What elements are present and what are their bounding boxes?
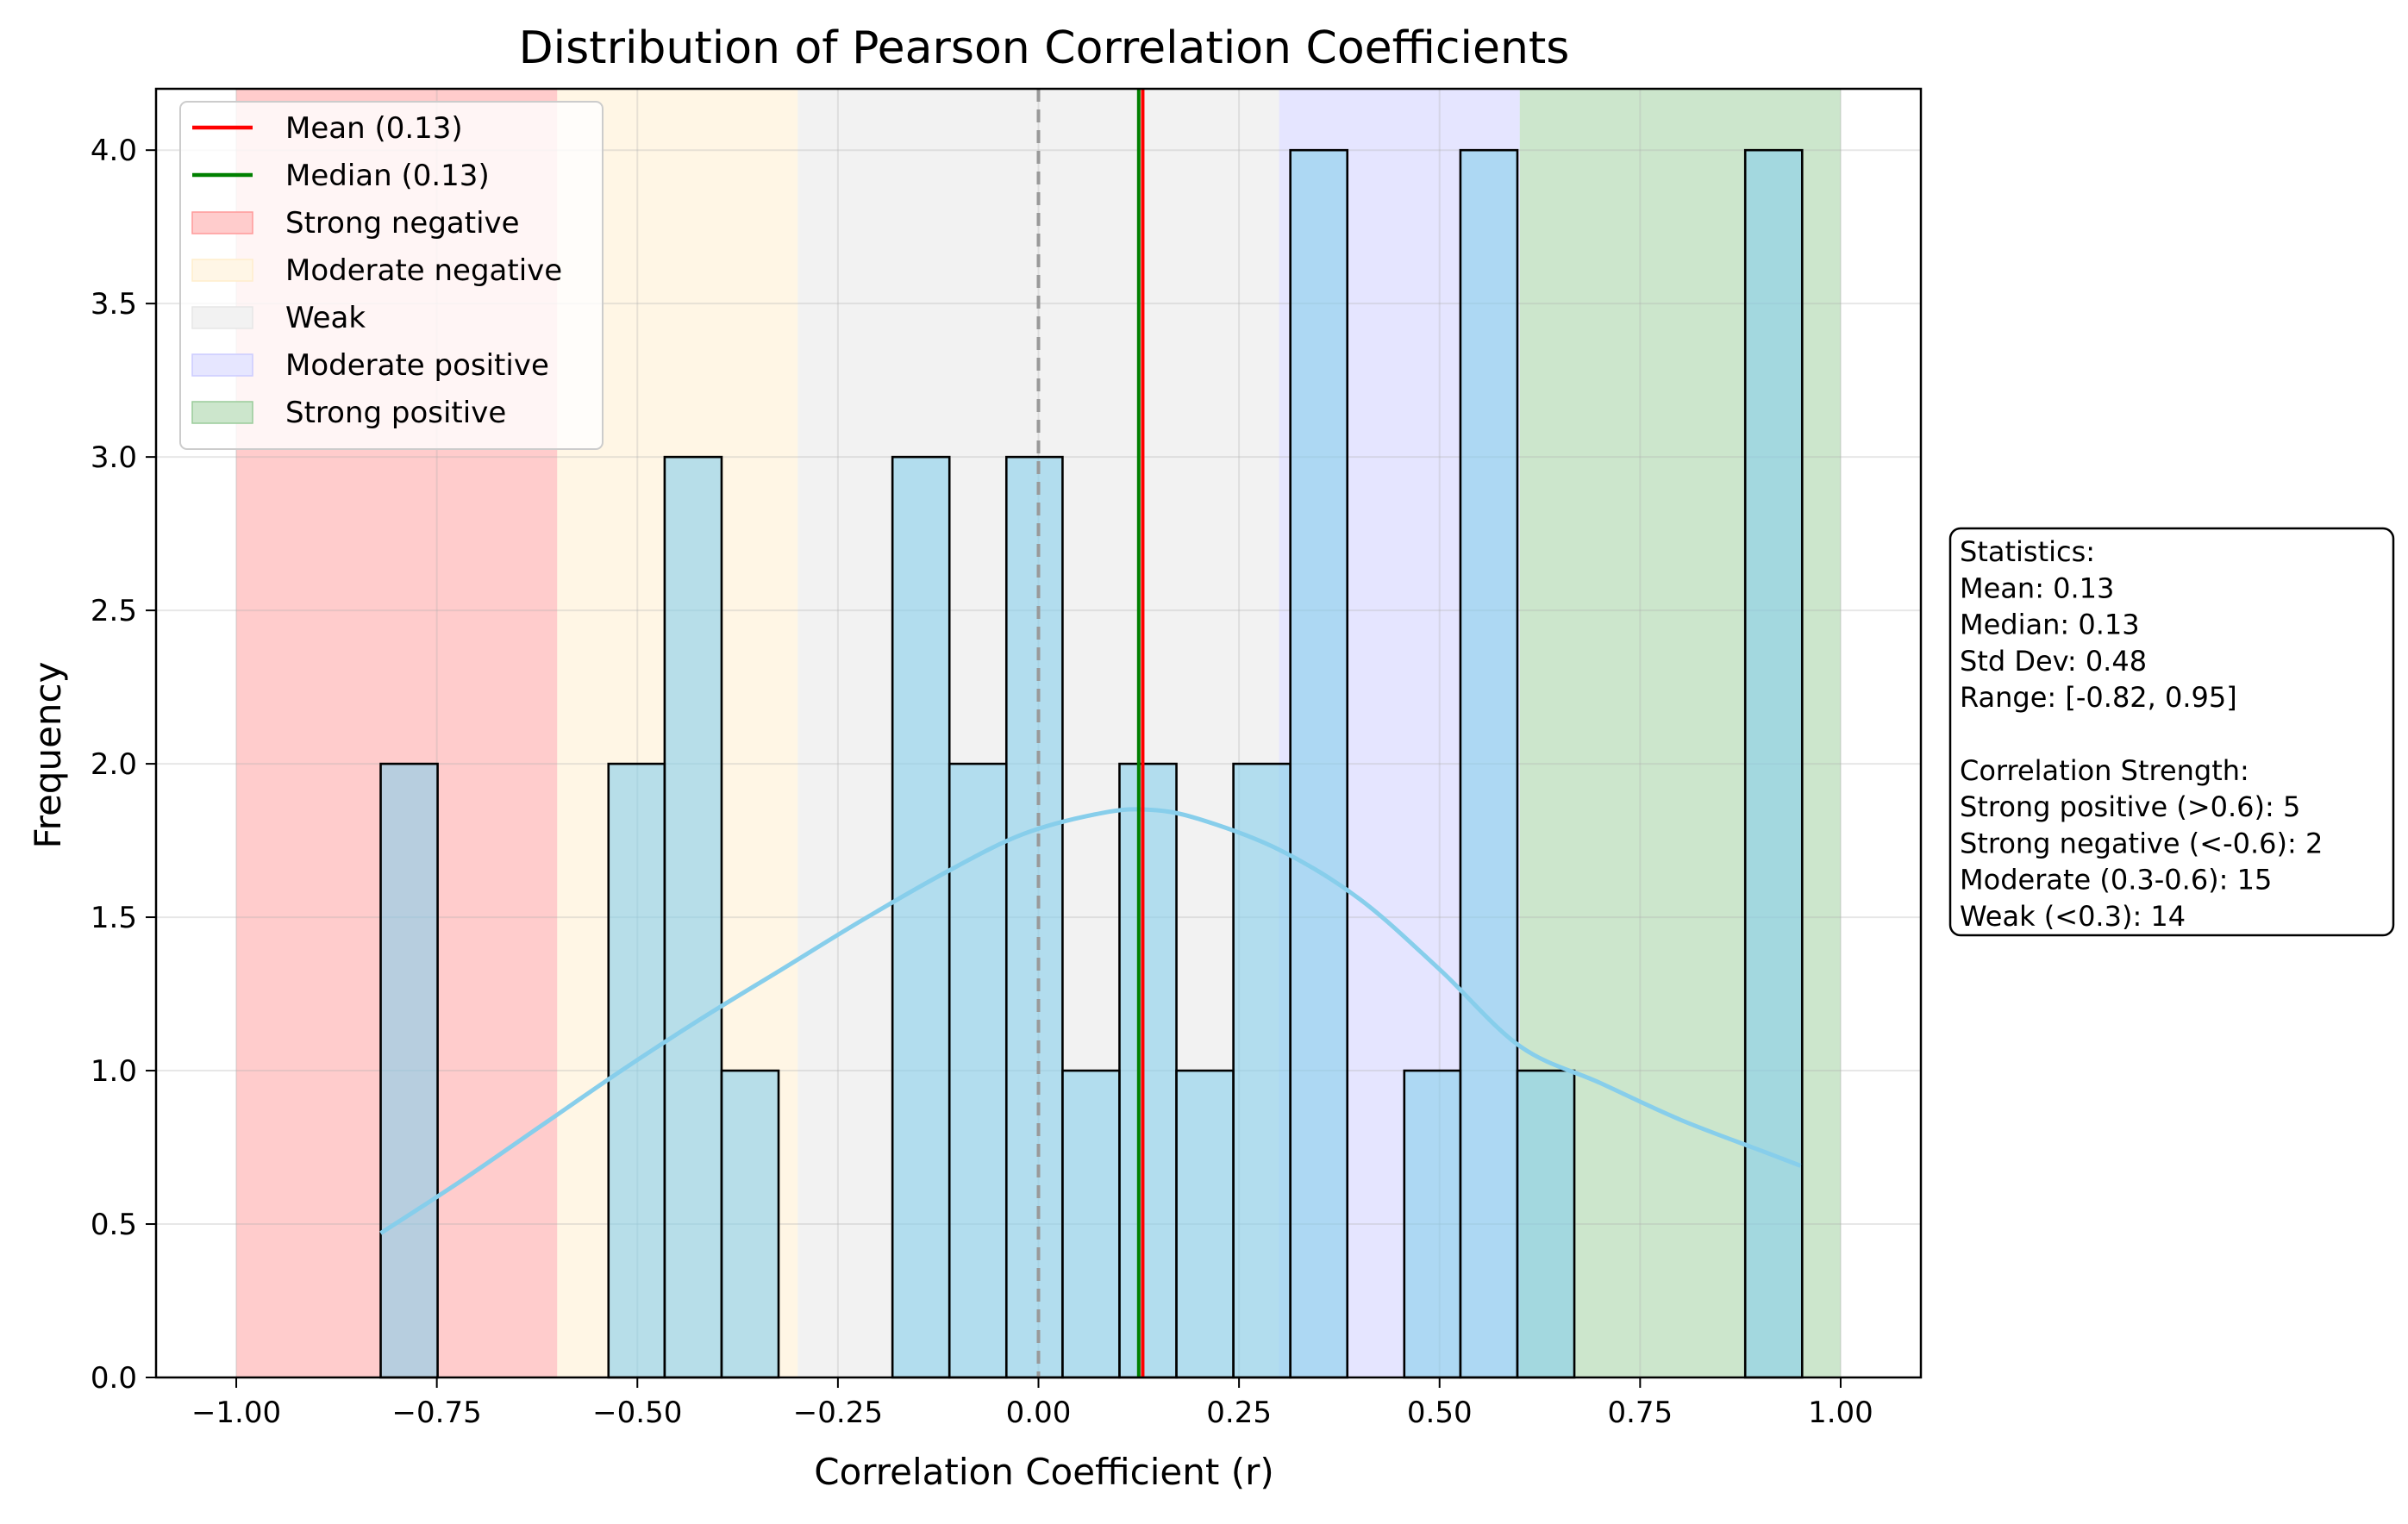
statistics-line: Statistics: xyxy=(1960,535,2095,568)
histogram-bar xyxy=(1459,148,1519,1379)
legend-patch-swatch xyxy=(191,353,253,377)
x-tick-label: 0.25 xyxy=(1206,1396,1272,1430)
legend-patch-swatch xyxy=(191,259,253,282)
histogram-bar xyxy=(1061,1069,1121,1379)
histogram-bar xyxy=(1175,1069,1235,1379)
legend-entry-label: Median (0.13) xyxy=(285,159,490,193)
legend-patch-swatch xyxy=(191,211,253,234)
statistics-line: Median: 0.13 xyxy=(1960,609,2140,641)
x-tick-label: 1.00 xyxy=(1808,1396,1873,1430)
histogram-bar xyxy=(1004,455,1064,1379)
histogram-bar xyxy=(1232,762,1292,1379)
y-tick-label: 0.0 xyxy=(91,1361,137,1396)
x-tick-label: −0.25 xyxy=(793,1396,883,1430)
chart-title: Distribution of Pearson Correlation Coef… xyxy=(519,22,1570,74)
statistics-box: Statistics: Mean: 0.13 Median: 0.13 Std Dev… xyxy=(1948,527,2395,937)
legend-entry-label: Strong negative xyxy=(285,206,520,240)
y-tick-label: 2.5 xyxy=(91,594,137,628)
statistics-line: Weak (<0.3): 14 xyxy=(1960,900,2186,933)
histogram-bar xyxy=(607,762,666,1379)
statistics-line: Range: [-0.82, 0.95] xyxy=(1960,681,2237,714)
statistics-line: Mean: 0.13 xyxy=(1960,572,2114,604)
x-tick-label: −0.75 xyxy=(392,1396,482,1430)
legend-entry-label: Strong positive xyxy=(285,396,506,430)
kde-curve xyxy=(379,807,1802,1235)
y-tick-label: 4.0 xyxy=(91,134,137,168)
x-tick-label: −1.00 xyxy=(191,1396,281,1430)
legend-patch-swatch xyxy=(191,401,253,424)
legend-entry-label: Moderate positive xyxy=(285,348,549,383)
statistics-line: Correlation Strength: xyxy=(1960,754,2249,787)
histogram-bar xyxy=(1289,148,1349,1379)
y-tick-label: 3.0 xyxy=(91,440,137,475)
legend-entry-label: Mean (0.13) xyxy=(285,111,463,146)
legend-entry-label: Moderate negative xyxy=(285,253,562,288)
histogram-bar xyxy=(1118,762,1178,1379)
y-tick-label: 1.5 xyxy=(91,901,137,935)
statistics-box-frame xyxy=(1948,527,2395,937)
statistics-line: Moderate (0.3-0.6): 15 xyxy=(1960,864,2272,896)
statistics-line: Std Dev: 0.48 xyxy=(1960,645,2147,678)
y-axis-label: Frequency xyxy=(27,662,69,849)
legend-entry-label: Weak xyxy=(285,301,366,335)
legend: Mean (0.13) Median (0.13) Strong negative M… xyxy=(179,101,604,450)
y-tick-label: 2.0 xyxy=(91,747,137,782)
x-tick-label: 0.75 xyxy=(1607,1396,1673,1430)
x-tick-label: 0.00 xyxy=(1006,1396,1072,1430)
histogram-bar xyxy=(1743,148,1804,1379)
histogram-bar xyxy=(891,455,951,1379)
y-tick-label: 3.5 xyxy=(91,287,137,322)
histogram-bar xyxy=(379,762,439,1379)
legend-frame xyxy=(179,101,604,450)
x-tick-label: 0.50 xyxy=(1407,1396,1473,1430)
statistics-line: Strong negative (<-0.6): 2 xyxy=(1960,827,2323,859)
histogram-bar xyxy=(1516,1069,1576,1379)
histogram-bar xyxy=(663,455,723,1379)
x-tick-label: −0.50 xyxy=(592,1396,682,1430)
y-tick-label: 1.0 xyxy=(91,1054,137,1089)
x-axis-label: Correlation Coefficient (r) xyxy=(814,1451,1274,1493)
legend-patch-swatch xyxy=(191,306,253,329)
y-tick-label: 0.5 xyxy=(91,1208,137,1242)
histogram-bar xyxy=(720,1069,780,1379)
statistics-line: Strong positive (>0.6): 5 xyxy=(1960,790,2300,823)
histogram-bar xyxy=(1403,1069,1462,1379)
